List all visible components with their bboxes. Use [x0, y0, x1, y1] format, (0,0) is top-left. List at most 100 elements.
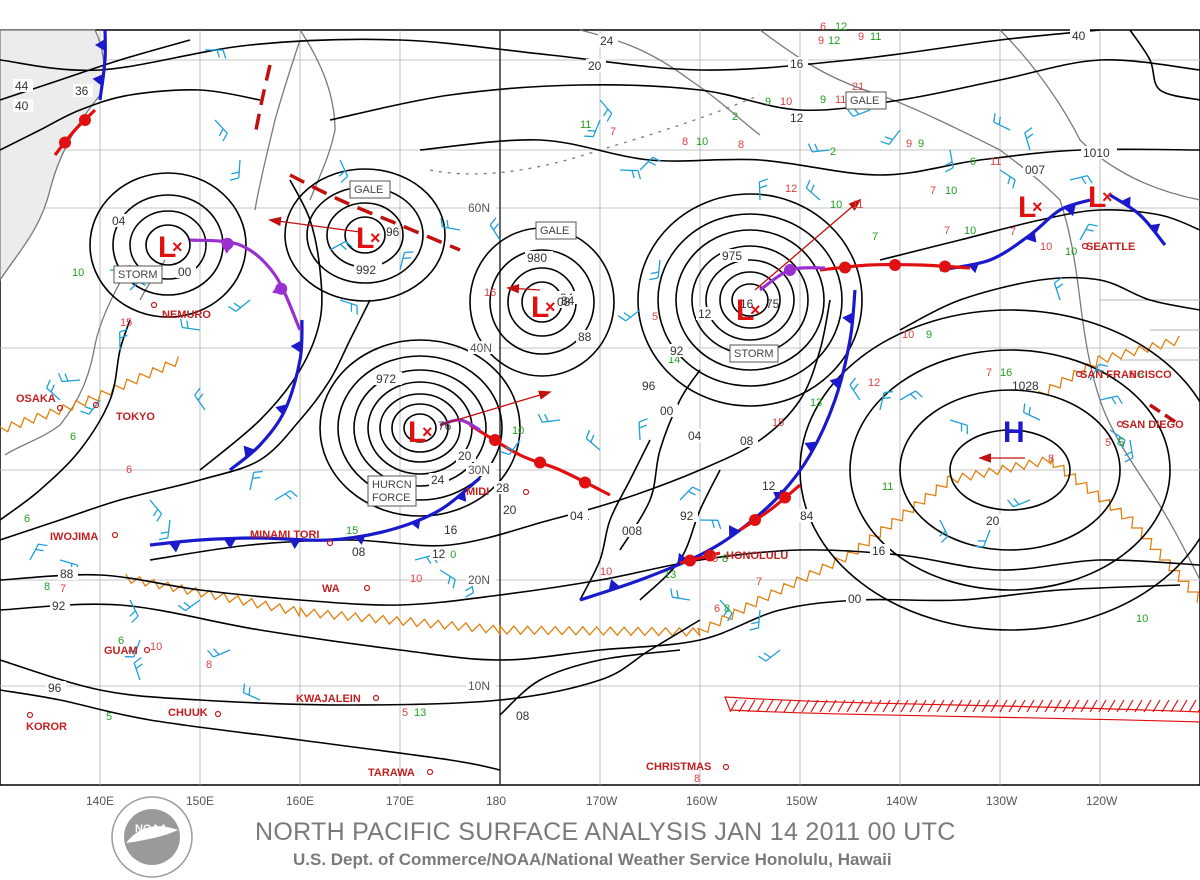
band-hatch: [1125, 699, 1134, 713]
isobar-label: 16: [444, 523, 458, 537]
movement-arrow: [978, 453, 1025, 463]
front-semicircle: [889, 259, 901, 271]
isobar-label-bg: [1070, 29, 1090, 42]
isobar-label-bg: [1023, 163, 1051, 176]
band-outline: [724, 696, 1200, 723]
barb-feather: [252, 476, 261, 479]
isobar-label: 00: [848, 592, 862, 606]
low-center-mark: ×: [545, 297, 556, 317]
barb-feather: [649, 277, 659, 281]
band-hatch: [1062, 699, 1071, 713]
barb-feather: [440, 217, 443, 227]
warning-box: [113, 265, 163, 284]
front-semicircle: [839, 261, 851, 274]
barb-shaft: [133, 639, 141, 658]
isobar-label-bg: [678, 509, 698, 522]
isobar-label: 92: [52, 599, 66, 613]
isobar-label: 24: [431, 473, 445, 487]
barb-feather: [688, 490, 696, 496]
longitude-label: 160W: [686, 794, 718, 808]
station-value: 8: [206, 659, 212, 671]
city-marker: [1075, 370, 1083, 378]
city-label: KWAJALEIN: [296, 693, 361, 705]
barb-feather: [1023, 403, 1026, 413]
isobar: [879, 209, 1200, 261]
barb-feather: [242, 683, 246, 693]
barb-feather: [35, 548, 44, 552]
isobar-label: 972: [376, 372, 396, 386]
barb-shaft: [29, 543, 40, 561]
trough-zigzag-west: [0, 356, 180, 433]
station-value: 9: [765, 96, 771, 108]
station-value: 2: [830, 146, 836, 158]
barb-shaft: [852, 109, 871, 118]
station-value: 6: [70, 431, 76, 443]
trough-dashed: [1149, 403, 1181, 427]
city-marker: [143, 646, 151, 654]
isobar-label: 20: [588, 59, 602, 73]
chart-title: NORTH PACIFIC SURFACE ANALYSIS JAN 14 20…: [255, 818, 956, 846]
isobar-label: 980: [527, 251, 547, 265]
trough-dashed: [253, 64, 272, 136]
wind-barb: [1124, 439, 1134, 463]
city-label: WA: [322, 583, 340, 595]
barb-feather: [676, 590, 679, 599]
wind-barb: [274, 490, 298, 501]
barb-feather: [805, 179, 811, 189]
barb-feather: [158, 537, 168, 541]
barb-feather: [1085, 228, 1094, 232]
city-marker: [26, 711, 34, 719]
isobar-label: 007: [1025, 163, 1045, 177]
city-label: KOROR: [26, 721, 67, 733]
wind-barb: [807, 143, 831, 153]
wind-barb: [440, 217, 461, 231]
isobar: [949, 429, 1071, 511]
front-triangle: [272, 283, 284, 295]
station-value: 10: [410, 573, 422, 585]
band-hatch: [1188, 699, 1197, 713]
barb-feather: [1028, 406, 1031, 416]
barb-shaft: [949, 149, 954, 168]
wind-barb: [1089, 363, 1108, 381]
front-triangle: [224, 538, 236, 549]
low-pressure-value: 76: [438, 419, 452, 433]
barb-shaft: [849, 384, 861, 401]
barb-feather: [207, 649, 214, 658]
isobar-label: 1010: [1083, 146, 1110, 160]
barb-feather: [849, 377, 856, 386]
barb-feather: [253, 470, 263, 474]
isobar-label-bg: [846, 592, 866, 605]
wind-barb: [649, 259, 661, 281]
arrow-head: [848, 198, 862, 211]
warning-box: [845, 91, 887, 110]
band-hatch: [1089, 699, 1098, 713]
station-value: 11: [580, 119, 591, 131]
wind-barb: [537, 413, 561, 423]
barb-shaft: [1024, 132, 1031, 151]
chart-subtitle: U.S. Dept. of Commerce/NOAA/National Wea…: [293, 850, 892, 869]
station-value: 13: [664, 569, 676, 581]
city-label: TARAWA: [368, 767, 415, 779]
barb-feather: [1117, 436, 1121, 445]
band-hatch: [1035, 699, 1044, 713]
station-value: 10: [780, 96, 792, 108]
station-value: 7: [756, 576, 762, 588]
barb-shaft: [939, 519, 949, 537]
isobar-label: 12: [698, 307, 712, 321]
barb-feather: [587, 129, 596, 132]
high-pressure-center: H 1028: [1003, 379, 1039, 449]
barb-shaft: [235, 299, 251, 312]
station-value: 21: [852, 81, 864, 93]
barb-feather: [218, 128, 224, 137]
station-value: 10: [512, 425, 524, 437]
isobar-label: 04: [570, 509, 584, 523]
band-hatch: [1008, 699, 1017, 713]
barb-shaft: [489, 224, 501, 241]
barb-shaft: [339, 299, 358, 307]
city-label: GUAM: [104, 645, 138, 657]
city-marker: [1081, 242, 1089, 250]
barb-feather: [119, 328, 129, 333]
barb-feather: [446, 219, 449, 229]
front-triangle: [967, 262, 980, 274]
warning-box: [729, 344, 779, 363]
